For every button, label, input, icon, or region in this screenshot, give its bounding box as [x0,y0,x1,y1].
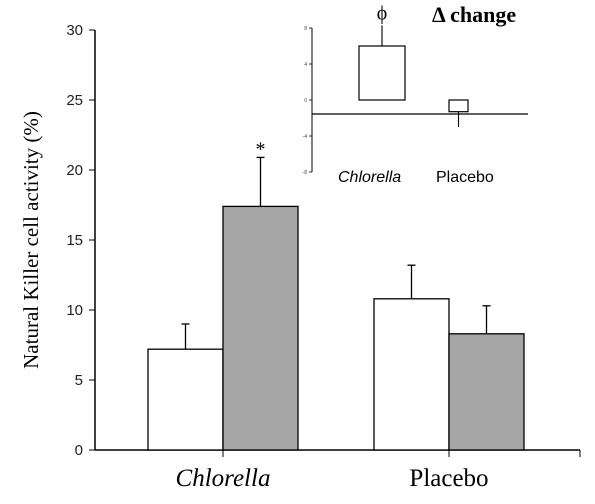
inset-chart: -8 -4 0 4 8 ϕ Chlorella Placebo Δ change [303,2,528,186]
y-tick-label: 0 [75,442,83,459]
y-tick-label: 20 [66,162,83,179]
inset-category-label-placebo: Placebo [436,169,494,186]
bar-placebo-2 [448,333,525,451]
y-tick-label: 15 [66,232,83,249]
inset-y-ticks: -8 -4 0 4 8 [303,26,312,176]
category-labels: Chlorella Placebo [176,450,581,492]
y-tick-label: 5 [75,372,83,389]
inset-y-tick-label: 8 [304,26,307,32]
y-tick-label: 10 [66,302,83,319]
y-tick-label: 25 [66,92,83,109]
main-chart: 0 5 10 15 20 25 30 * Chlorella Placebo Natural … [19,22,581,492]
inset-category-labels: Chlorella Placebo [338,169,494,186]
inset-y-tick-label: 0 [304,98,307,104]
inset-category-label-chlorella: Chlorella [338,169,401,186]
category-label-chlorella: Chlorella [176,465,271,492]
inset-bar-chlorella [358,45,406,101]
bars: * [147,138,525,451]
inset-y-tick-label: 4 [304,62,307,68]
inset-y-tick-label: -8 [303,170,308,176]
y-tick-label: 30 [66,22,83,39]
inset-significance-marker: ϕ [377,2,388,24]
y-ticks: 0 5 10 15 20 25 30 [66,22,95,459]
y-axis-label: Natural Killer cell activity (%) [19,111,43,369]
significance-marker: * [256,138,266,160]
bar-placebo-1 [373,298,450,451]
inset-bar-placebo [448,99,469,113]
inset-title: Δ change [432,2,516,27]
bar-chlorella-2 [222,205,299,451]
bar-chlorella-1 [147,348,224,451]
inset-y-tick-label: -4 [303,134,308,140]
inset-bars: ϕ [358,2,469,127]
category-label-placebo: Placebo [409,465,488,492]
